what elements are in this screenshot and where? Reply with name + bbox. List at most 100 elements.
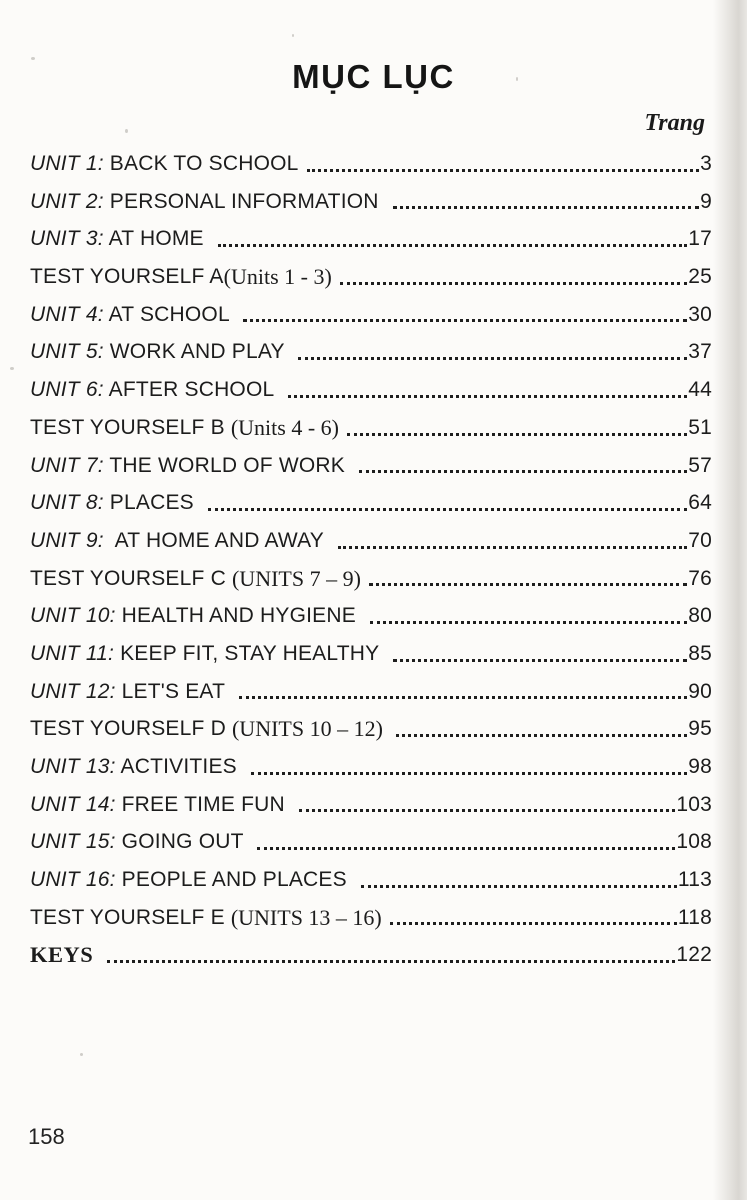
toc-row: TEST YOURSELF E (UNITS 13 – 16) 118 — [30, 892, 712, 930]
toc-entry-page: 57 — [688, 453, 712, 477]
scan-speck — [80, 1053, 83, 1056]
toc-row: UNIT 13: ACTIVITIES 98 — [30, 741, 712, 779]
toc-entry-text: (UNITS 7 – 9) — [231, 565, 361, 591]
toc-entry-text: UNIT 8: — [30, 491, 104, 515]
scan-speck — [10, 367, 14, 370]
toc-entry-text: KEEP FIT, STAY HEALTHY — [114, 641, 385, 665]
dot-leader — [359, 470, 688, 474]
toc-row: UNIT 4: AT SCHOOL 30 — [30, 289, 712, 327]
toc-row: KEYS 122 — [30, 929, 712, 967]
toc-entry-page: 25 — [688, 265, 712, 289]
toc-entry-text: UNIT 2: — [30, 189, 104, 213]
toc-row: UNIT 16: PEOPLE AND PLACES 113 — [30, 854, 712, 892]
dot-leader — [389, 922, 677, 926]
toc-entry-text: UNIT 7: — [30, 453, 104, 477]
toc-entry-text: TEST YOURSELF D — [30, 717, 232, 741]
toc-entry-text: TEST YOURSELF E — [30, 905, 231, 929]
dot-leader — [368, 583, 688, 587]
toc-entry-page: 9 — [700, 189, 712, 213]
toc-entry-page: 90 — [688, 679, 712, 703]
dot-leader — [217, 244, 688, 248]
toc-entry-text: TEST YOURSELF A — [30, 265, 224, 289]
scan-speck — [292, 34, 294, 37]
toc-entry-page: 44 — [688, 378, 712, 402]
toc-row: UNIT 11: KEEP FIT, STAY HEALTHY 85 — [30, 628, 712, 666]
toc-entry-page: 113 — [677, 868, 712, 892]
toc-entry-text: ACTIVITIES — [115, 755, 243, 779]
dot-leader — [287, 394, 688, 398]
toc-entry-text: UNIT 10: — [30, 604, 116, 628]
toc-entry-text: (UNITS 10 – 12) — [231, 716, 389, 742]
toc-entry-page: 3 — [700, 152, 712, 176]
toc-entry-text: UNIT 6: — [30, 378, 104, 402]
dot-leader — [250, 771, 688, 775]
dot-leader — [238, 696, 688, 700]
toc-row: UNIT 2: PERSONAL INFORMATION 9 — [30, 176, 712, 214]
toc-row: TEST YOURSELF D (UNITS 10 – 12) 95 — [30, 703, 712, 741]
toc-row: UNIT 3: AT HOME 17 — [30, 213, 712, 251]
page-column-header: Trang — [644, 110, 705, 136]
toc-entry-page: 108 — [676, 830, 712, 854]
toc-row: UNIT 6: AFTER SCHOOL 44 — [30, 364, 712, 402]
toc-entry-page: 98 — [688, 755, 712, 779]
dot-leader — [339, 281, 688, 285]
toc-entry-text: TEST YOURSELF B — [30, 415, 231, 439]
toc-entry-text: AT SCHOOL — [103, 302, 236, 326]
dot-leader — [337, 545, 688, 549]
toc-entry-text: UNIT 16: — [30, 868, 116, 892]
toc-row: TEST YOURSELF B (Units 4 - 6) 51 — [30, 402, 712, 440]
dot-leader — [392, 658, 688, 662]
dot-leader — [306, 168, 700, 172]
toc-entry-text: AFTER SCHOOL — [103, 378, 280, 402]
dot-leader — [298, 357, 688, 361]
toc-entry-page: 103 — [676, 792, 712, 816]
toc-row: UNIT 8: PLACES 64 — [30, 477, 712, 515]
toc-entry-text: UNIT 12: — [30, 679, 116, 703]
toc-entry-page: 17 — [688, 227, 712, 251]
toc-entry-page: 85 — [688, 641, 712, 665]
toc-entry-text: GOING OUT — [115, 830, 250, 854]
toc-row: UNIT 14: FREE TIME FUN 103 — [30, 779, 712, 817]
toc-entry-page: 122 — [676, 943, 712, 967]
toc-entry-page: 118 — [677, 905, 712, 929]
toc-entry-text: KEYS — [30, 941, 94, 967]
toc-entry-text: TEST YOURSELF C — [30, 566, 232, 590]
toc-entry-text: UNIT 5: — [30, 340, 104, 364]
toc-row: UNIT 7: THE WORLD OF WORK 57 — [30, 440, 712, 478]
toc-row: UNIT 1: BACK TO SCHOOL 3 — [30, 138, 712, 176]
dot-leader — [369, 620, 688, 624]
toc-entry-text: AT HOME — [103, 227, 210, 251]
toc-entry-page: 64 — [688, 491, 712, 515]
dot-leader — [396, 734, 688, 737]
toc-entry-text: HEALTH AND HYGIENE — [115, 604, 362, 628]
toc-row: UNIT 15: GOING OUT 108 — [30, 816, 712, 854]
toc-entry-text: WORK AND PLAY — [103, 340, 291, 364]
toc-entry-page: 51 — [688, 415, 712, 439]
toc-entry-text: PERSONAL INFORMATION — [103, 189, 385, 213]
toc-entry-text: UNIT 14: — [30, 792, 116, 816]
scan-speck — [125, 129, 128, 133]
toc-entry-text: FREE TIME FUN — [115, 792, 291, 816]
toc-entry-text: UNIT 15: — [30, 830, 116, 854]
toc-entry-page: 70 — [688, 528, 712, 552]
dot-leader — [392, 206, 700, 210]
toc-entry-text: PEOPLE AND PLACES — [115, 868, 353, 892]
toc-entry-text: LET'S EAT — [115, 679, 231, 703]
toc-row: UNIT 10: HEALTH AND HYGIENE 80 — [30, 590, 712, 628]
toc-entry-text: UNIT 9: — [30, 528, 104, 552]
toc-entry-page: 37 — [688, 340, 712, 364]
toc-entry-text: THE WORLD OF WORK — [103, 453, 351, 477]
toc-entry-text: UNIT 1: — [30, 152, 104, 176]
toc-entry-text: PLACES — [103, 491, 200, 515]
dot-leader — [207, 507, 688, 511]
dot-leader — [257, 847, 676, 851]
toc-row: UNIT 9: AT HOME AND AWAY 70 — [30, 515, 712, 553]
dot-leader — [298, 809, 676, 813]
toc-entry-page: 95 — [688, 717, 712, 741]
toc-entry-text: AT HOME AND AWAY — [103, 528, 330, 552]
toc-entry-text: (Units 4 - 6) — [230, 414, 339, 440]
toc-entry-text: (Units 1 - 3) — [223, 264, 332, 289]
toc-entry-text: UNIT 4: — [30, 302, 104, 326]
toc-row: UNIT 5: WORK AND PLAY 37 — [30, 326, 712, 364]
